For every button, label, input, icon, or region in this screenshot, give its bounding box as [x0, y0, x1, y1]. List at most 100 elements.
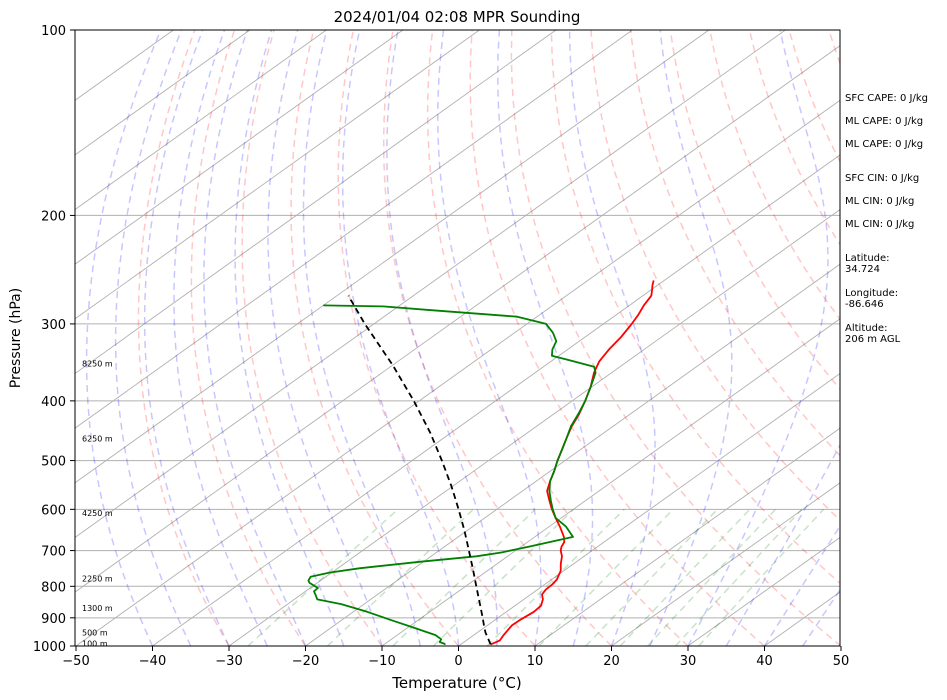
sfc-cape-text: SFC CAPE: 0 J/kg: [845, 93, 928, 104]
latitude-label: Latitude:: [845, 253, 890, 264]
moist-adiabat-line: [203, 30, 307, 646]
moist-adiabat-line: [234, 30, 345, 646]
isotherm-line: [228, 209, 840, 646]
mixing-ratio-line: [432, 508, 575, 646]
isotherm-line: [687, 536, 840, 646]
y-tick-label: 100: [41, 24, 66, 39]
isotherm-line: [75, 30, 557, 375]
y-tick-label: 900: [41, 612, 66, 627]
height-label: 4250 m: [82, 509, 113, 518]
ml-cape-text-2: ML CAPE: 0 J/kg: [845, 139, 924, 150]
parcel-profile-line: [347, 295, 492, 645]
mixing-ratio-line: [538, 508, 674, 646]
mixing-ratio-line: [647, 508, 777, 646]
latitude-value: 34.724: [845, 264, 880, 275]
dry-adiabat-line: [241, 30, 383, 646]
isotherm-line: [75, 30, 633, 429]
moist-adiabat-line: [85, 30, 162, 646]
isotherm-line: [458, 372, 840, 646]
dry-adiabat-line: [190, 30, 307, 646]
dry-adiabat-line: [469, 30, 765, 646]
dry-adiabat-line: [337, 30, 536, 646]
mixing-ratio-line: [392, 508, 536, 646]
plot-frame: [74, 29, 841, 647]
mixing-ratio-line: [674, 508, 803, 646]
height-label: 500 m: [82, 628, 108, 637]
height-label: 6250 m: [82, 434, 113, 443]
x-axis-ticks: −50 −40 −30 −20 −10 0 10 20 30 40 50: [62, 646, 849, 669]
mixing-ratio-line: [486, 508, 625, 646]
ml-cin-text-2: ML CIN: 0 J/kg: [845, 219, 915, 230]
y-tick-label: 800: [41, 580, 66, 595]
isotherm-line: [75, 30, 251, 156]
ml-cin-text: ML CIN: 0 J/kg: [845, 196, 915, 207]
x-tick-label: 40: [756, 654, 773, 669]
moist-adiabat-line: [687, 30, 829, 646]
mixing-ratio-line: [247, 508, 399, 646]
moist-adiabat-line: [649, 30, 733, 646]
mixing-ratio-line: [585, 508, 719, 646]
y-tick-label: 600: [41, 503, 66, 518]
isotherm-line: [381, 318, 840, 646]
x-tick-label: 50: [833, 654, 850, 669]
height-label: 100 m: [82, 639, 108, 648]
x-tick-label: 10: [527, 654, 544, 669]
isotherm-line: [305, 263, 840, 646]
height-label: 1300 m: [82, 604, 113, 613]
moist-adiabat-line: [497, 30, 594, 646]
moist-adiabat-line: [173, 30, 268, 646]
moist-adiabat-line: [802, 588, 840, 646]
isotherm-line: [152, 154, 840, 646]
isotherm-line: [534, 427, 840, 646]
moist-adiabat-line: [341, 30, 460, 646]
isotherm-line: [611, 482, 840, 646]
isotherm-line: [75, 30, 786, 538]
x-tick-label: −10: [368, 654, 395, 669]
x-tick-label: −50: [62, 654, 89, 669]
isotherm-line: [75, 45, 840, 593]
x-tick-label: 20: [603, 654, 620, 669]
moist-adiabat-line: [143, 30, 230, 646]
gridlines: [75, 30, 840, 646]
isotherm-line: [75, 30, 710, 484]
y-tick-label: 1000: [33, 640, 66, 655]
y-tick-label: 300: [41, 318, 66, 333]
isotherm-line: [75, 30, 404, 265]
x-axis-label: Temperature (°C): [391, 674, 521, 692]
isotherm-line: [75, 30, 480, 320]
dewpoint-line: [307, 304, 597, 645]
moist-adiabat-line: [725, 443, 840, 646]
dry-adiabat-line: [510, 30, 840, 646]
dry-adiabat-line: [290, 30, 460, 646]
mixing-ratio-line: [619, 508, 751, 646]
profile-lines: [307, 280, 655, 646]
temperature-line: [490, 280, 655, 646]
dry-adiabat-line: [669, 30, 840, 391]
isotherm-line: [75, 30, 327, 211]
height-label: 8250 m: [82, 360, 113, 369]
moist-adiabat-line: [302, 30, 422, 646]
altitude-label: Altitude:: [845, 323, 888, 334]
x-tick-label: −30: [215, 654, 242, 669]
sfc-cin-text: SFC CIN: 0 J/kg: [845, 173, 920, 184]
height-labels: 100 m 500 m 1300 m 2250 m 4250 m 6250 m 8250 m: [82, 360, 113, 649]
dry-adiabat-line: [382, 30, 613, 646]
y-tick-label: 200: [41, 209, 66, 224]
moist-adiabat-line: [437, 30, 542, 646]
dry-adiabat-line: [137, 30, 230, 646]
y-tick-label: 400: [41, 395, 66, 410]
mixing-ratio-line: [698, 508, 825, 646]
x-tick-label: −40: [139, 654, 166, 669]
chart-title: 2024/01/04 02:08 MPR Sounding: [334, 8, 581, 26]
altitude-value: 206 m AGL: [845, 334, 901, 345]
moist-adiabat-line: [568, 30, 656, 646]
dry-adiabat-line: [426, 30, 689, 646]
x-tick-label: 0: [454, 654, 462, 669]
dry-adiabat-line: [590, 30, 840, 522]
moist-adiabat-line: [114, 30, 192, 646]
moist-adiabat-line: [763, 524, 840, 646]
moist-adiabat-line: [267, 30, 383, 646]
height-label: 2250 m: [82, 574, 113, 583]
y-axis-ticks: 1000 900 800 700 600 500 400 300 200 100: [33, 24, 75, 655]
